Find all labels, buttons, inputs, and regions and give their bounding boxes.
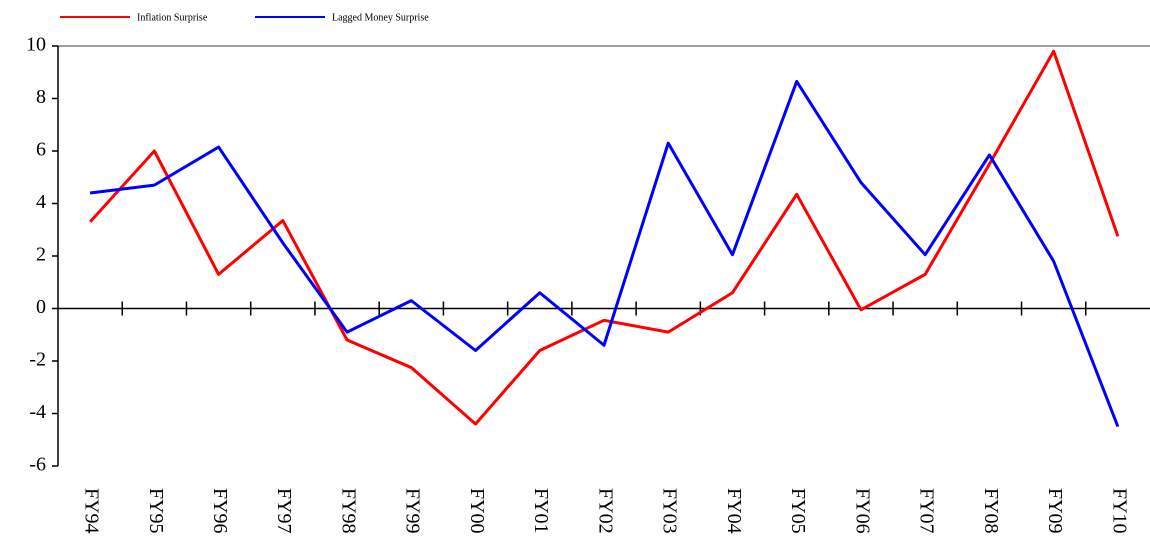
x-tick-label: FY04 bbox=[723, 488, 745, 534]
x-tick-label: FY03 bbox=[659, 488, 681, 534]
x-tick-label: FY02 bbox=[594, 488, 616, 534]
y-tick-label: -2 bbox=[29, 349, 46, 371]
y-tick-label: 10 bbox=[26, 34, 46, 56]
y-tick-label: 0 bbox=[36, 296, 46, 318]
x-tick-label: FY10 bbox=[1108, 488, 1130, 534]
x-tick-label: FY01 bbox=[530, 488, 552, 534]
x-tick-label: FY06 bbox=[851, 488, 873, 534]
legend-label: Inflation Surprise bbox=[137, 12, 208, 23]
y-tick-label: 2 bbox=[36, 244, 46, 266]
legend-label: Lagged Money Surprise bbox=[332, 12, 429, 23]
x-tick-label: FY95 bbox=[145, 488, 167, 534]
x-tick-label: FY08 bbox=[980, 488, 1002, 534]
x-tick-label: FY94 bbox=[81, 488, 103, 534]
x-tick-label: FY07 bbox=[916, 488, 938, 534]
x-tick-label: FY09 bbox=[1044, 488, 1066, 534]
x-tick-label: FY96 bbox=[209, 488, 231, 534]
x-tick-label: FY97 bbox=[273, 488, 295, 534]
y-tick-label: 6 bbox=[36, 139, 46, 161]
y-tick-label: -4 bbox=[29, 401, 46, 423]
y-tick-label: 4 bbox=[36, 191, 46, 213]
x-tick-label: FY00 bbox=[466, 488, 488, 534]
series-line bbox=[89, 79, 1120, 428]
y-tick-label: -6 bbox=[29, 454, 46, 476]
series-line bbox=[89, 49, 1120, 426]
x-tick-label: FY05 bbox=[787, 488, 809, 534]
x-tick-label: FY99 bbox=[402, 488, 424, 534]
y-tick-label: 8 bbox=[36, 86, 46, 108]
x-tick-label: FY98 bbox=[337, 488, 359, 534]
